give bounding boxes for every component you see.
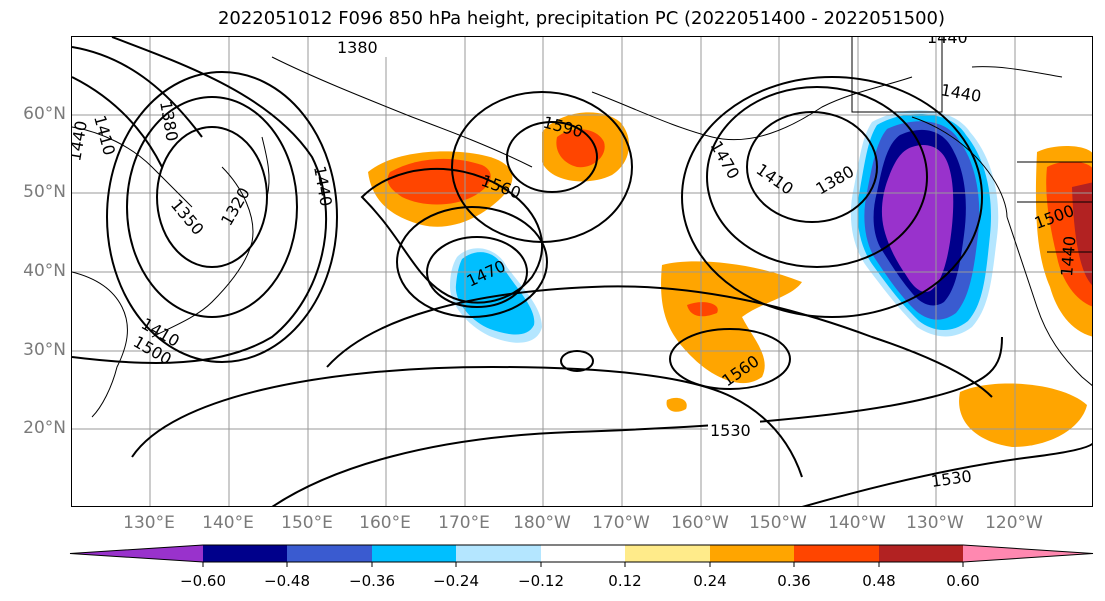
- colorbar-cell: [963, 545, 1093, 562]
- latitude-label: 40°N: [23, 261, 66, 281]
- precip-positive-regions: [368, 112, 1092, 447]
- longitude-label: 150°W: [749, 513, 807, 533]
- latitude-label: 60°N: [23, 104, 66, 124]
- longitude-label: 130°E: [123, 513, 175, 533]
- latitude-label: 20°N: [23, 418, 66, 438]
- colorbar-tick-label: −0.36: [349, 572, 395, 590]
- colorbar-cell: [794, 545, 879, 562]
- longitude-label: 150°E: [281, 513, 333, 533]
- colorbar-tick-label: 0.60: [946, 572, 980, 590]
- colorbar-tick-label: −0.12: [518, 572, 564, 590]
- colorbar-tick-label: −0.60: [180, 572, 226, 590]
- colorbar-cell: [710, 545, 794, 562]
- colorbar-cell: [879, 545, 963, 562]
- colorbar-tick-label: −0.48: [264, 572, 310, 590]
- longitude-label: 120°W: [985, 513, 1043, 533]
- colorbar-cells: [69, 544, 1094, 567]
- longitude-label: 160°W: [671, 513, 729, 533]
- colorbar-tick-label: 0.48: [862, 572, 896, 590]
- longitude-label: 180°W: [513, 513, 571, 533]
- contour-label: 1440: [927, 37, 968, 47]
- coastlines: [72, 37, 1092, 418]
- longitude-label: 160°E: [359, 513, 411, 533]
- colorbar-tick-label: 0.24: [693, 572, 727, 590]
- colorbar-cell: [70, 545, 203, 562]
- contour-label: 1530: [710, 421, 751, 440]
- contour-label-bg: [334, 37, 390, 57]
- longitude-label: 140°E: [202, 513, 254, 533]
- colorbar-tick-label: 0.12: [608, 572, 642, 590]
- colorbar-cell: [456, 545, 541, 562]
- colorbar-tick-label: 0.36: [777, 572, 811, 590]
- colorbar-tick-label: −0.24: [433, 572, 479, 590]
- longitude-label: 170°E: [438, 513, 490, 533]
- longitude-label: 130°W: [906, 513, 964, 533]
- colorbar-cell: [287, 545, 372, 562]
- latitude-label: 50°N: [23, 182, 66, 202]
- contour-label: 1380: [337, 38, 378, 57]
- map-title: 2022051012 F096 850 hPa height, precipit…: [217, 8, 946, 29]
- gridlines: [72, 37, 1092, 506]
- colorbar-cell: [372, 545, 456, 562]
- colorbar-cell: [203, 545, 287, 562]
- colorbar-cell: [625, 545, 710, 562]
- longitude-label: 170°W: [592, 513, 650, 533]
- longitude-label: 140°W: [828, 513, 886, 533]
- colorbar-cell: [541, 545, 625, 562]
- contour-label-bg: [708, 419, 760, 439]
- latitude-label: 30°N: [23, 340, 66, 360]
- contour-label: 1440: [1057, 235, 1079, 277]
- map-plot: 1380 1440 1410 1380 1440 1350 1320 1440 …: [72, 37, 1092, 506]
- map-panel: 1380 1440 1410 1380 1440 1350 1320 1440 …: [71, 36, 1093, 507]
